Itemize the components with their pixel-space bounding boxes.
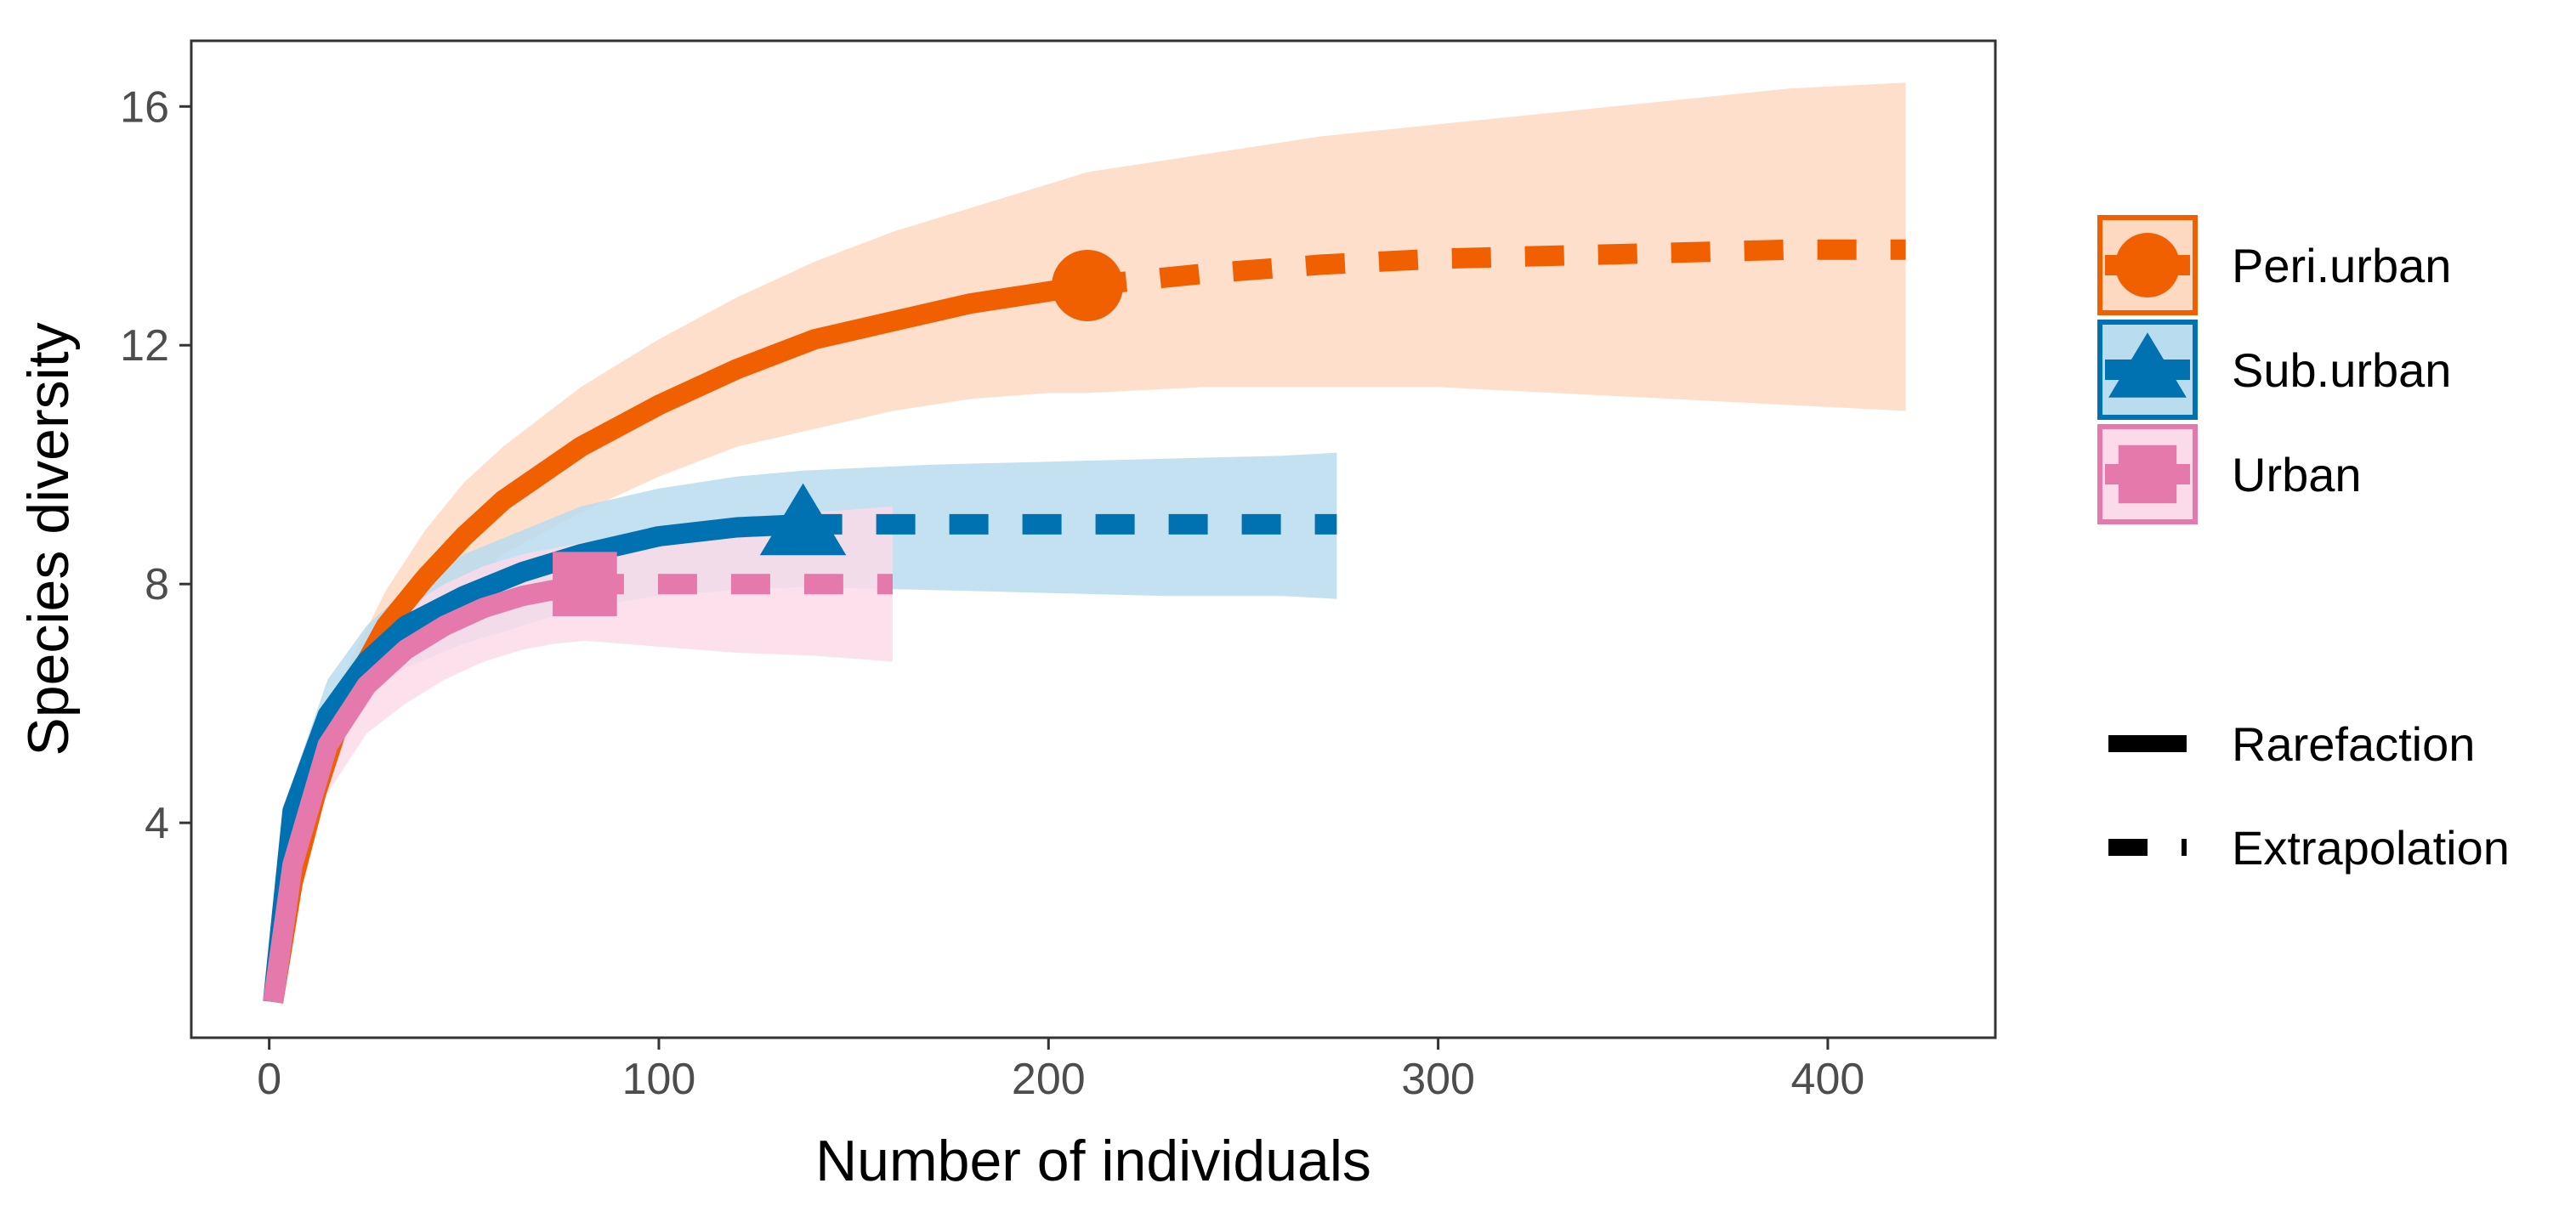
legend-key-marker — [2115, 233, 2180, 297]
legend-label: Peri.urban — [2232, 239, 2451, 292]
legend-label: Rarefaction — [2232, 717, 2475, 771]
y-tick-label: 8 — [145, 560, 169, 609]
observed-point-urban — [553, 552, 617, 616]
legend-label: Urban — [2232, 448, 2362, 501]
x-tick-label: 200 — [1012, 1055, 1086, 1104]
legend-key-marker — [2118, 444, 2177, 504]
y-tick-label: 16 — [120, 82, 169, 132]
legend-item-rarefaction: Rarefaction — [2108, 717, 2475, 771]
legend-label: Extrapolation — [2232, 821, 2510, 875]
x-tick-label: 300 — [1401, 1055, 1475, 1104]
observed-point-peri-urban — [1052, 249, 1124, 321]
x-axis-title: Number of individuals — [815, 1129, 1371, 1193]
x-tick-label: 400 — [1791, 1055, 1865, 1104]
y-tick-label: 4 — [145, 799, 169, 848]
observed-markers — [553, 249, 1124, 616]
y-tick-label: 12 — [120, 321, 169, 371]
legend-label: Sub.urban — [2232, 343, 2451, 397]
y-axis-title: Species diversity — [16, 322, 81, 756]
rarefaction-line-urban — [263, 574, 587, 1004]
observed-point-sub-urban — [759, 483, 847, 556]
series-lines — [263, 239, 1906, 1004]
legend-key-marker — [2108, 332, 2187, 398]
x-axis: 0 100 200 300 400 — [257, 1038, 1864, 1104]
legend-item-peri-urban: Peri.urban — [2097, 215, 2451, 315]
y-axis: 4 8 12 16 — [120, 82, 191, 848]
legend: Peri.urban Sub.urban Urban Rarefaction Extra… — [2097, 215, 2510, 875]
legend-item-urban: Urban — [2097, 424, 2362, 524]
legend-item-extrapolation: Extrapolation — [2108, 821, 2510, 875]
extrapolation-line-peri-urban — [1086, 239, 1906, 296]
band-peri-urban — [273, 82, 1906, 1002]
rarefaction-line-sub-urban — [263, 513, 804, 1004]
x-tick-label: 100 — [622, 1055, 696, 1104]
legend-item-sub-urban: Sub.urban — [2097, 320, 2451, 420]
plot-panel-border — [190, 39, 1997, 1039]
x-tick-label: 0 — [257, 1055, 281, 1104]
